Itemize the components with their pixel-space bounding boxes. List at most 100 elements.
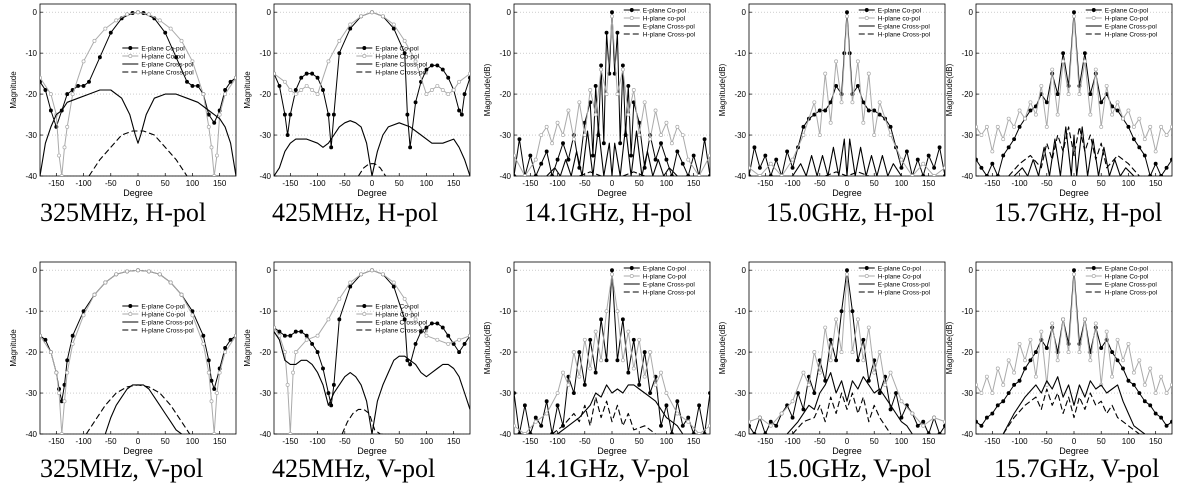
y-axis-label: Magnitude <box>9 329 18 367</box>
data-point <box>163 30 168 35</box>
data-point <box>796 391 800 395</box>
y-tick-label: 0 <box>507 266 512 275</box>
data-point <box>990 411 995 416</box>
data-point <box>457 337 462 342</box>
chart-panel: 0 -10 -20 -30 -40 -150 -100 -50 0 50 100 150 Degree M… <box>942 0 1178 200</box>
data-point <box>648 137 653 142</box>
x-axis-label: Degree <box>597 446 627 456</box>
y-tick-label: -40 <box>499 430 511 439</box>
legend-label: E-plane Co-pol <box>1105 266 1149 273</box>
x-tick-label: 0 <box>845 437 850 446</box>
x-tick-label: 150 <box>447 437 461 446</box>
data-point <box>883 382 888 387</box>
data-point <box>429 321 434 326</box>
data-point <box>190 313 195 318</box>
data-point <box>1170 124 1172 129</box>
data-point <box>680 133 685 137</box>
data-point <box>921 161 926 166</box>
data-point <box>179 292 184 297</box>
data-point <box>637 337 642 342</box>
data-point <box>402 51 407 56</box>
legend-label: H-plane Cross-pol <box>375 328 428 335</box>
legend-label: H-plane Cross-pol <box>1105 32 1158 39</box>
y-tick-label: -40 <box>259 172 271 181</box>
data-point <box>321 88 325 92</box>
data-point <box>937 145 942 150</box>
data-point <box>915 423 920 428</box>
data-point <box>921 419 926 424</box>
data-point <box>435 63 440 68</box>
data-point <box>555 403 560 408</box>
data-point <box>168 26 173 31</box>
series-line-ecopol <box>40 11 236 128</box>
data-point <box>277 83 282 88</box>
data-point <box>708 153 710 158</box>
data-point <box>604 358 609 363</box>
data-point <box>57 391 62 395</box>
data-point <box>1066 92 1071 97</box>
data-point <box>675 399 680 404</box>
data-point <box>664 391 669 395</box>
data-point <box>293 92 298 97</box>
x-tick-label: -150 <box>282 179 299 188</box>
data-point <box>697 174 702 176</box>
y-tick-label: -20 <box>734 348 746 357</box>
data-point <box>277 333 282 338</box>
data-point <box>125 269 130 274</box>
y-axis-label: Magnitude(dB) <box>718 321 727 374</box>
data-point <box>435 83 440 88</box>
data-point <box>40 79 42 84</box>
series-line-hcopol <box>274 269 470 434</box>
series-line-hxcross <box>85 384 191 434</box>
data-point <box>528 432 533 434</box>
x-tick-label: -50 <box>579 437 591 446</box>
x-tick-label: -150 <box>48 179 65 188</box>
legend-label: E-plane Cross-pol <box>1105 24 1158 31</box>
data-point <box>62 399 67 404</box>
data-point <box>669 432 674 434</box>
data-point <box>637 133 642 137</box>
data-point <box>43 88 48 92</box>
data-point <box>288 112 293 117</box>
x-tick-label: -50 <box>814 179 826 188</box>
legend-label: H-plane Co-pol <box>375 54 419 61</box>
data-point <box>669 174 674 176</box>
data-point <box>943 419 945 424</box>
data-point <box>528 153 533 158</box>
data-point <box>631 337 636 342</box>
data-point <box>943 423 945 428</box>
data-point <box>599 63 604 68</box>
legend-label: H-plane Cross-pol <box>643 290 696 297</box>
data-point <box>691 432 696 434</box>
chart-caption: 14.1GHz, H-pol <box>524 198 693 227</box>
series-line-excross <box>274 120 470 176</box>
data-point <box>1028 337 1033 342</box>
data-point <box>299 88 304 92</box>
x-tick-label: -50 <box>1041 437 1053 446</box>
data-point <box>910 411 915 416</box>
data-point <box>984 174 989 176</box>
data-point <box>593 370 598 375</box>
legend-label: E-plane Co-pol <box>375 46 419 53</box>
series-line-hxcross <box>88 130 188 176</box>
data-point <box>136 268 140 273</box>
data-point <box>391 284 396 289</box>
data-point <box>599 317 604 322</box>
x-tick-label: -50 <box>105 179 117 188</box>
x-tick-label: -50 <box>105 437 117 446</box>
series-line-hcopol <box>514 273 710 434</box>
data-point <box>321 366 325 371</box>
x-tick-label: 0 <box>610 179 615 188</box>
data-point <box>1142 399 1147 404</box>
data-point <box>921 423 926 428</box>
y-tick-label: -40 <box>25 172 37 181</box>
y-axis-label: Magnitude(dB) <box>483 63 492 116</box>
chart-svg: 0 -10 -20 -30 -40 -150 -100 -50 0 50 100 150 Degree M… <box>945 3 1173 198</box>
x-tick-label: 50 <box>635 179 644 188</box>
data-point <box>81 59 86 64</box>
data-point <box>763 432 768 434</box>
data-point <box>823 325 828 330</box>
data-point <box>834 317 839 322</box>
data-point <box>817 108 822 113</box>
data-point <box>932 415 937 420</box>
